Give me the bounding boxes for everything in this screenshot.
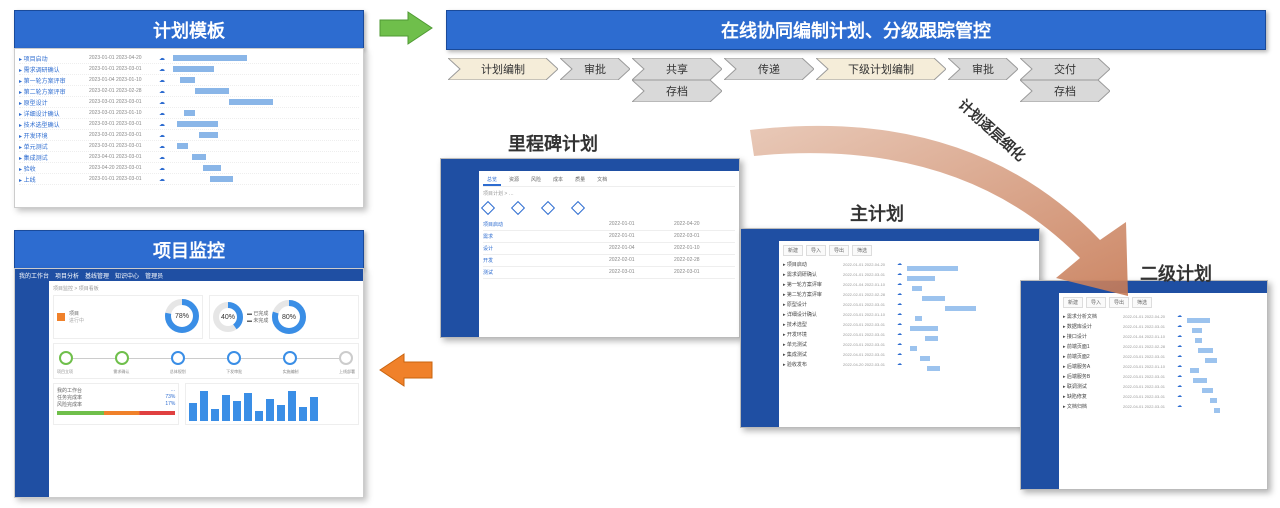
svg-text:80%: 80% [282, 314, 296, 321]
toolbar-btn[interactable]: 筛选 [1132, 297, 1152, 308]
gantt-row: ▸ 需求调研确认2023-01-01 2023-03-01☁ [19, 64, 359, 75]
gantt-row: ▸ 第一轮方案评审2023-01-04 2023-01-10☁ [19, 75, 359, 86]
toolbar-btn[interactable]: 导出 [1109, 297, 1129, 308]
gantt-row: ▸ 需求分析文档2022-01-01 2022-04-20☁ [1063, 311, 1263, 321]
banner-monitor: 项目监控 [14, 230, 364, 270]
gantt-row: ▸ 详细设计确认2022-03-01 2022-01-10☁ [783, 309, 1035, 319]
process-flow: 计划编制审批 共享存档传递下级计划编制审批 交付存档 [448, 58, 1110, 102]
gantt-row: ▸ 单元测试2022-03-01 2022-03-01☁ [783, 339, 1035, 349]
toolbar-btn[interactable]: 导入 [806, 245, 826, 256]
gantt-row: ▸ 联调测试2022-03-01 2022-03-01☁ [1063, 381, 1263, 391]
card-bars [185, 383, 359, 425]
mock-main-plan: 新建导入导出筛选 ▸ 项目启动2022-01-01 2022-04-20☁▸ 需… [740, 228, 1040, 428]
process-step: 下级计划编制 [816, 58, 946, 80]
gantt-row: ▸ 前端页面22022-03-01 2022-03-01☁ [1063, 351, 1263, 361]
gantt-row: ▸ 上线2023-01-01 2023-03-01☁ [19, 174, 359, 185]
banner-template: 计划模板 [14, 10, 364, 50]
nav-item[interactable]: 项目分析 [55, 271, 79, 280]
card-timeline: 项目立项需求确认总体规划下发审批实施编制上线部署 [53, 343, 359, 379]
table-row: 开发2022-02-012022-02-28 [483, 255, 735, 267]
gantt-row: ▸ 数据库设计2022-01-01 2022-03-01☁ [1063, 321, 1263, 331]
gantt-row: ▸ 第二轮方案评审2023-02-01 2023-02-28☁ [19, 86, 359, 97]
gantt-row: ▸ 集成测试2023-04-01 2023-03-01☁ [19, 152, 359, 163]
gantt-row: ▸ 缺陷修复2022-03-01 2022-03-01☁ [1063, 391, 1263, 401]
panel-monitor: 我的工作台项目分析基线管理知识中心管理员 项目监控 > 项目看板 项目进行中 7… [14, 268, 364, 498]
table-row: 项目启动2022-01-012022-04-20 [483, 219, 735, 231]
gantt-row: ▸ 原型设计2022-03-01 2022-03-01☁ [783, 299, 1035, 309]
process-step: 计划编制 [448, 58, 558, 80]
toolbar-btn[interactable]: 导出 [829, 245, 849, 256]
tab[interactable]: 成本 [549, 175, 567, 186]
gantt-row: ▸ 后端服务B2022-03-01 2022-03-01☁ [1063, 371, 1263, 381]
gantt-row: ▸ 项目启动2023-01-01 2023-04-20☁ [19, 53, 359, 64]
gantt-row: ▸ 接口设计2022-01-04 2022-01-10☁ [1063, 331, 1263, 341]
process-step: 审批 [948, 58, 1018, 80]
tab[interactable]: 质量 [571, 175, 589, 186]
gantt-row: ▸ 详细设计确认2023-03-01 2023-01-10☁ [19, 108, 359, 119]
breadcrumb: 项目计划 > … [483, 190, 735, 197]
toolbar-btn[interactable]: 新建 [783, 245, 803, 256]
tab[interactable]: 文档 [593, 175, 611, 186]
gantt-row: ▸ 项目启动2022-01-01 2022-04-20☁ [783, 259, 1035, 269]
nav-item[interactable]: 基线管理 [85, 271, 109, 280]
tab[interactable]: 风险 [527, 175, 545, 186]
gantt-row: ▸ 文档归档2022-04-01 2022-03-01☁ [1063, 401, 1263, 411]
arrow-left-icon [376, 350, 436, 390]
gantt-row: ▸ 前端页面12022-02-01 2022-02-28☁ [1063, 341, 1263, 351]
nav-item[interactable]: 知识中心 [115, 271, 139, 280]
gantt-row: ▸ 原型设计2023-03-01 2023-03-01☁ [19, 97, 359, 108]
svg-text:40%: 40% [221, 314, 235, 321]
card-stats: 我的工作台…任务完成率73%风险完成率17% [53, 383, 179, 425]
process-step: 交付存档 [1020, 58, 1110, 102]
banner-online: 在线协同编制计划、分级跟踪管控 [446, 10, 1266, 50]
card-progress: 项目进行中 78% [53, 295, 203, 339]
breadcrumb: 项目监控 > 项目看板 [53, 285, 359, 292]
arrow-right-icon [376, 8, 436, 48]
card-ring: 40% ▬ 已完成▬ 未完成 80% [209, 295, 359, 339]
table-row: 需求2022-01-012022-03-01 [483, 231, 735, 243]
toolbar-btn[interactable]: 导入 [1086, 297, 1106, 308]
gantt-row: ▸ 技术选型确认2023-03-01 2023-03-01☁ [19, 119, 359, 130]
process-step: 共享存档 [632, 58, 722, 102]
label-level2: 二级计划 [1140, 260, 1212, 286]
process-step: 传递 [724, 58, 814, 80]
table-row: 测试2022-03-012022-03-01 [483, 267, 735, 279]
gantt-row: ▸ 后端服务A2022-03-01 2022-01-10☁ [1063, 361, 1263, 371]
big-arrow-label: 计划逐层细化 [954, 94, 1030, 165]
gantt-row: ▸ 验收2023-04-20 2023-03-01☁ [19, 163, 359, 174]
gantt-row: ▸ 开发环境2023-03-01 2023-03-01☁ [19, 130, 359, 141]
label-main: 主计划 [850, 200, 904, 226]
tab[interactable]: 总览 [483, 175, 501, 186]
label-milestone: 里程碑计划 [508, 130, 598, 156]
process-step: 审批 [560, 58, 630, 80]
tab[interactable]: 资源 [505, 175, 523, 186]
mock-milestone: 总览资源风险成本质量文档 项目计划 > … 项目启动2022-01-012022… [440, 158, 740, 338]
toolbar-btn[interactable]: 筛选 [852, 245, 872, 256]
svg-text:78%: 78% [175, 313, 189, 320]
gantt-row: ▸ 验收发布2022-04-20 2022-03-01☁ [783, 359, 1035, 369]
nav-item[interactable]: 管理员 [145, 271, 163, 280]
mock-level2-plan: 新建导入导出筛选 ▸ 需求分析文档2022-01-01 2022-04-20☁▸… [1020, 280, 1268, 490]
nav-item[interactable]: 我的工作台 [19, 271, 49, 280]
gantt-row: ▸ 第二轮方案评审2022-02-01 2022-02-28☁ [783, 289, 1035, 299]
gantt-row: ▸ 技术选型2022-03-01 2022-03-01☁ [783, 319, 1035, 329]
gantt-row: ▸ 单元测试2023-03-01 2023-03-01☁ [19, 141, 359, 152]
toolbar-btn[interactable]: 新建 [1063, 297, 1083, 308]
panel-template-gantt: ▸ 项目启动2023-01-01 2023-04-20☁▸ 需求调研确认2023… [14, 48, 364, 208]
table-row: 设计2022-01-042022-01-10 [483, 243, 735, 255]
